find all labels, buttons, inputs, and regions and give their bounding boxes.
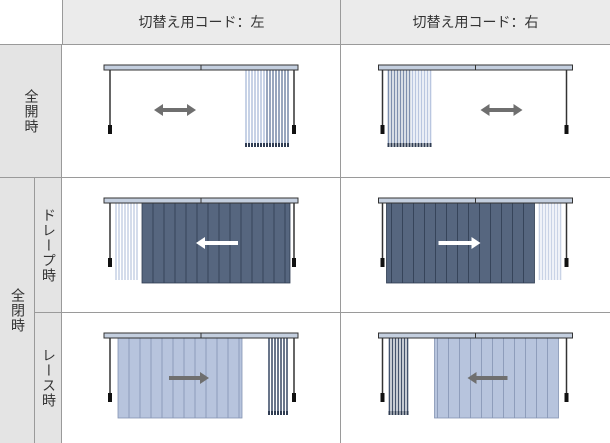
slat-weight <box>397 411 400 415</box>
panel <box>434 337 559 419</box>
arrow-head <box>467 372 477 384</box>
curtain <box>378 64 573 147</box>
column-header: 切替え用コード：右 <box>341 0 610 45</box>
cord-tip <box>108 125 112 134</box>
slat-weight <box>405 143 408 147</box>
row-title: 全開時 <box>22 88 39 134</box>
cord-tip <box>380 258 385 267</box>
slat-weight <box>271 411 273 415</box>
cord-tip <box>292 393 296 402</box>
slat-weight <box>251 143 253 147</box>
slat-weight <box>420 143 423 147</box>
slat-weight <box>394 411 397 415</box>
slat-weight <box>406 411 409 415</box>
arrow-head <box>471 237 481 249</box>
cord-tip <box>564 125 569 134</box>
slat-weight <box>423 143 426 147</box>
slat-weight <box>277 411 279 415</box>
slat-weight <box>390 143 393 147</box>
slat-weight <box>402 143 405 147</box>
slat-weight <box>280 411 282 415</box>
arrow-head <box>154 104 163 116</box>
cell <box>341 178 610 313</box>
slat-weight <box>403 411 406 415</box>
illustration <box>378 197 573 284</box>
slat-weight <box>426 143 429 147</box>
cord-tip <box>292 125 296 134</box>
slat-weight <box>283 411 285 415</box>
slat-weight <box>257 143 259 147</box>
illustration <box>103 197 299 284</box>
slat-weight <box>387 143 390 147</box>
slat-weight <box>287 143 289 147</box>
cell <box>62 313 341 443</box>
cell <box>341 313 610 443</box>
cord-tip <box>564 393 569 402</box>
curtain <box>103 332 299 419</box>
corner <box>0 0 62 45</box>
slat-weight <box>388 411 391 415</box>
cord-tip <box>292 258 296 267</box>
curtain <box>103 197 299 284</box>
sub-row-label: ドレープ時 <box>35 178 62 313</box>
cord-tip <box>380 125 385 134</box>
illustration <box>103 332 299 419</box>
slat-weight <box>266 143 268 147</box>
arrow-head <box>187 104 196 116</box>
arrow-head <box>480 104 490 116</box>
slat-weight <box>286 411 288 415</box>
row-label: 全開時 <box>0 45 62 178</box>
slat-weight <box>391 411 394 415</box>
slat-weight <box>429 143 432 147</box>
slat-weight <box>399 143 402 147</box>
slat-weight <box>263 143 265 147</box>
slat-weight <box>414 143 417 147</box>
sub-row-label: レース時 <box>35 313 62 443</box>
slat-weight <box>278 143 280 147</box>
slat-weight <box>248 143 250 147</box>
slat-weight <box>411 143 414 147</box>
slat-weight <box>284 143 286 147</box>
illustration <box>378 64 573 147</box>
cell <box>62 178 341 313</box>
slat-weight <box>417 143 420 147</box>
cord-tip <box>564 258 569 267</box>
curtain <box>103 64 299 147</box>
slat-weight <box>269 143 271 147</box>
slat-weight <box>268 411 270 415</box>
curtain <box>378 332 573 419</box>
slat-weight <box>393 143 396 147</box>
column-header: 切替え用コード：左 <box>62 0 341 45</box>
cord-tip <box>380 393 385 402</box>
arrow-head <box>196 237 205 249</box>
slat-weight <box>254 143 256 147</box>
cord-tip <box>108 258 112 267</box>
row-title: 全閉時 <box>9 288 25 333</box>
illustration <box>378 332 573 419</box>
slat-weight <box>281 143 283 147</box>
cell <box>341 45 610 178</box>
illustration <box>103 64 299 147</box>
slat-weight <box>245 143 247 147</box>
column-title: 切替え用コード：左 <box>138 15 265 31</box>
slat-weight <box>272 143 274 147</box>
cell <box>62 45 341 178</box>
sub-row-title: ドレープ時 <box>40 207 56 283</box>
column-title: 切替え用コード：右 <box>412 15 539 31</box>
slat-weight <box>400 411 403 415</box>
row-label: 全閉時 <box>0 178 35 443</box>
cord-tip <box>108 393 112 402</box>
slat-weight <box>408 143 411 147</box>
sub-row-title: レース時 <box>40 348 56 408</box>
arrow-head <box>513 104 523 116</box>
slat-weight <box>274 411 276 415</box>
arrow-head <box>200 372 209 384</box>
slat-weight <box>275 143 277 147</box>
slat-weight <box>260 143 262 147</box>
slat-weight <box>396 143 399 147</box>
curtain <box>378 197 573 284</box>
